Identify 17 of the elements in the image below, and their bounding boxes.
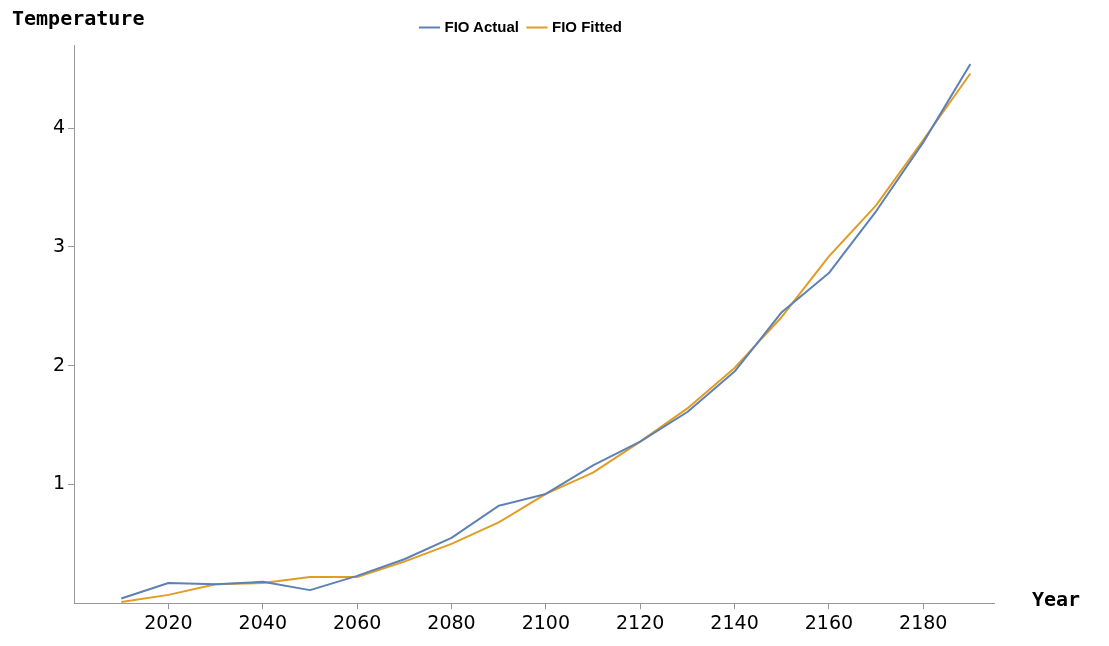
- legend-label: FIO Fitted: [552, 17, 623, 35]
- x-tick-label: 2140: [710, 610, 759, 633]
- legend-label: FIO Actual: [444, 17, 519, 35]
- x-tick-label: 2080: [427, 610, 476, 633]
- y-axis-title: Temperature: [12, 6, 145, 31]
- x-tick-label: 2100: [521, 610, 571, 633]
- x-tick-label: 2060: [332, 610, 382, 633]
- x-tick-label: 2160: [804, 610, 854, 633]
- y-tick-label: 4: [52, 115, 66, 138]
- y-tick-label: 2: [52, 352, 66, 375]
- x-tick-label: 2120: [616, 610, 665, 633]
- x-tick-label: 2040: [238, 610, 287, 633]
- y-tick-label: 3: [52, 233, 66, 256]
- x-tick-label: 2180: [899, 610, 948, 633]
- x-tick-label: 2020: [144, 610, 193, 633]
- x-axis-title: Year: [1032, 587, 1081, 612]
- y-tick-label: 1: [52, 471, 66, 494]
